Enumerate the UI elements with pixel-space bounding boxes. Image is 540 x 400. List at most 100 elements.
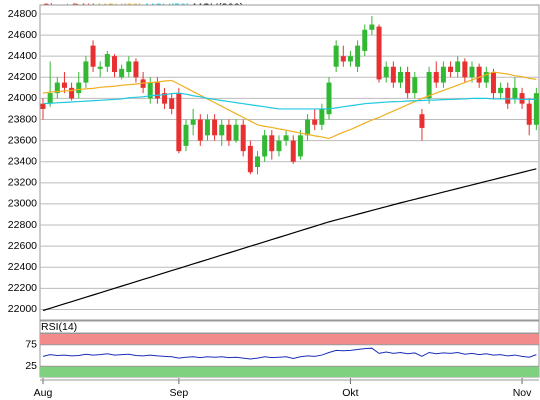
y-tick-label: 23200 — [8, 177, 37, 189]
candle-body — [440, 66, 446, 83]
candle-body — [133, 61, 139, 78]
candle-body — [326, 82, 332, 115]
moving-average-line — [42, 168, 537, 312]
candle-body — [197, 119, 203, 141]
candle-body — [526, 103, 532, 125]
candle-body — [476, 66, 482, 83]
candle-body — [212, 119, 218, 136]
x-tick-label: Aug — [34, 387, 53, 399]
candle-body — [262, 135, 268, 157]
candle-body — [90, 45, 96, 67]
candle-body — [290, 140, 296, 162]
candle-body — [455, 61, 461, 73]
candle-body — [362, 29, 368, 51]
y-tick-label: 75 — [25, 339, 37, 351]
candle-body — [190, 119, 196, 125]
x-tick-label: Sep — [170, 387, 189, 399]
candle-body — [54, 82, 60, 94]
candle-body — [126, 61, 132, 73]
moving-average-line — [42, 71, 537, 140]
x-tick-label: Nov — [513, 387, 532, 399]
x-tick-label: Okt — [342, 387, 358, 399]
y-tick-label: 24200 — [8, 71, 37, 83]
candle-body — [426, 72, 432, 99]
candle-body — [412, 77, 418, 94]
candle-body — [312, 119, 318, 125]
candle-body — [255, 156, 260, 167]
candle-body — [383, 66, 389, 78]
candle-body — [76, 82, 82, 94]
candle-body — [240, 124, 246, 152]
y-tick-label: 24800 — [8, 8, 37, 20]
candle-body — [512, 87, 518, 99]
candle-body — [69, 87, 75, 99]
candle-body — [83, 61, 89, 83]
candle-body — [276, 140, 282, 152]
panel-title: RSI(14) — [41, 321, 77, 333]
candle-body — [40, 103, 46, 109]
candle-body — [419, 114, 425, 128]
candle-body — [498, 87, 504, 94]
candle-body — [162, 93, 168, 104]
candle-body — [247, 145, 253, 173]
y-tick-label: 23600 — [8, 134, 37, 146]
candle-body — [333, 45, 339, 67]
overbought-band — [40, 334, 539, 345]
candle-body — [226, 124, 232, 141]
candle-body — [462, 61, 468, 78]
candle-body — [390, 66, 396, 83]
candle-body — [176, 93, 182, 152]
candle-body — [47, 93, 53, 104]
candle-body — [505, 87, 511, 104]
candle-body — [297, 135, 303, 157]
candle-body — [119, 68, 125, 78]
candle-body — [183, 124, 189, 146]
y-tick-label: 23400 — [8, 155, 37, 167]
moving-average-line — [42, 92, 537, 110]
candle-body — [154, 82, 160, 99]
y-tick-label: 24000 — [8, 92, 37, 104]
candle-body — [483, 72, 489, 83]
candle-body — [340, 56, 346, 62]
candle-body — [61, 82, 67, 88]
plot-area — [39, 4, 540, 321]
y-tick-label: 23000 — [8, 198, 37, 210]
candle-body — [533, 93, 539, 125]
rsi-line — [42, 347, 537, 360]
panel-separator — [39, 320, 540, 334]
candle-body — [376, 26, 382, 80]
candle-body — [405, 72, 411, 94]
candle-body — [283, 135, 289, 141]
candle-body — [490, 72, 496, 94]
y-tick-label: 22800 — [8, 219, 37, 231]
candle-body — [104, 54, 110, 67]
candle-body — [469, 66, 475, 78]
candle-body — [147, 82, 153, 99]
candle-body — [169, 98, 175, 109]
y-tick-label: 25 — [25, 360, 37, 372]
candle-body — [433, 72, 439, 83]
candle-body — [97, 66, 103, 69]
candle-body — [204, 119, 210, 136]
y-tick-label: 24600 — [8, 29, 37, 41]
candle-body — [112, 56, 117, 73]
candle-body — [219, 124, 225, 136]
y-tick-label: 22000 — [8, 303, 37, 315]
y-tick-label: 22200 — [8, 282, 37, 294]
y-tick-label: 23800 — [8, 113, 37, 125]
candle-body — [319, 108, 325, 125]
candle-body — [305, 119, 311, 136]
candle-body — [269, 135, 275, 152]
oversold-band — [40, 366, 539, 377]
candle-body — [398, 72, 403, 83]
candle-body — [233, 124, 239, 141]
candle-body — [355, 45, 361, 67]
y-tick-label: 24400 — [8, 50, 37, 62]
candle-body — [519, 93, 525, 104]
candle-body — [369, 24, 375, 30]
y-tick-label: 22600 — [8, 240, 37, 252]
y-tick-label: 22400 — [8, 261, 37, 273]
candle-body — [347, 56, 353, 62]
candle-body — [448, 66, 454, 73]
